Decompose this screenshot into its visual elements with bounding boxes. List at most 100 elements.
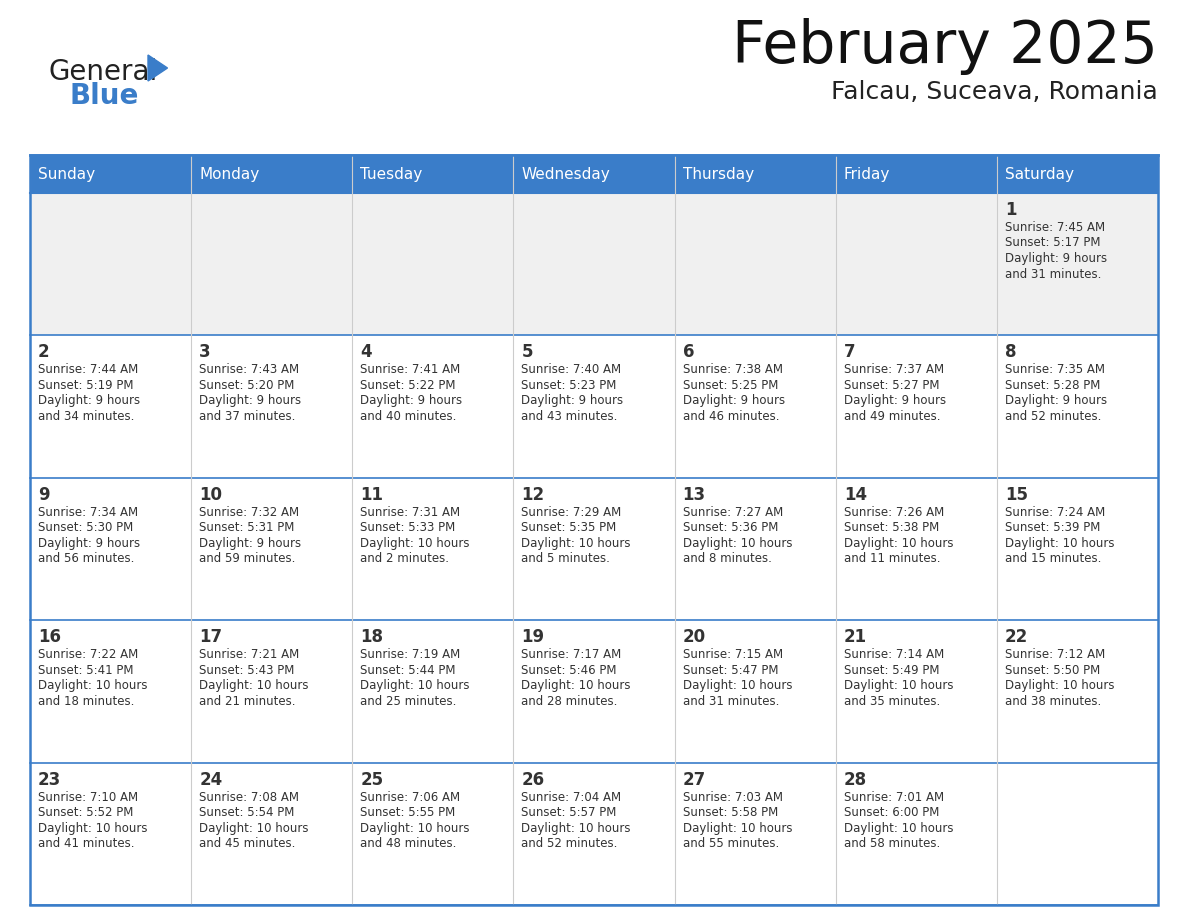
Text: Sunset: 5:54 PM: Sunset: 5:54 PM bbox=[200, 806, 295, 819]
Text: and 35 minutes.: and 35 minutes. bbox=[843, 695, 940, 708]
Text: Sunrise: 7:10 AM: Sunrise: 7:10 AM bbox=[38, 790, 138, 803]
Text: Daylight: 9 hours: Daylight: 9 hours bbox=[38, 537, 140, 550]
Text: Sunrise: 7:43 AM: Sunrise: 7:43 AM bbox=[200, 364, 299, 376]
Text: Saturday: Saturday bbox=[1005, 166, 1074, 182]
Text: 22: 22 bbox=[1005, 628, 1028, 646]
Text: 8: 8 bbox=[1005, 343, 1017, 362]
Bar bbox=[997, 155, 1158, 193]
Text: Sunset: 5:52 PM: Sunset: 5:52 PM bbox=[38, 806, 133, 819]
Text: Blue: Blue bbox=[70, 82, 139, 110]
Bar bbox=[675, 621, 835, 763]
Text: Sunset: 5:17 PM: Sunset: 5:17 PM bbox=[1005, 237, 1100, 250]
Text: Sunrise: 7:03 AM: Sunrise: 7:03 AM bbox=[683, 790, 783, 803]
Text: 14: 14 bbox=[843, 486, 867, 504]
Bar bbox=[513, 155, 675, 193]
Text: Sunrise: 7:34 AM: Sunrise: 7:34 AM bbox=[38, 506, 138, 519]
Text: February 2025: February 2025 bbox=[732, 18, 1158, 75]
Text: Sunrise: 7:27 AM: Sunrise: 7:27 AM bbox=[683, 506, 783, 519]
Text: and 18 minutes.: and 18 minutes. bbox=[38, 695, 134, 708]
Text: Sunset: 5:55 PM: Sunset: 5:55 PM bbox=[360, 806, 455, 819]
Bar bbox=[30, 335, 191, 477]
Text: Sunrise: 7:35 AM: Sunrise: 7:35 AM bbox=[1005, 364, 1105, 376]
Text: Daylight: 10 hours: Daylight: 10 hours bbox=[843, 679, 953, 692]
Text: and 15 minutes.: and 15 minutes. bbox=[1005, 553, 1101, 565]
Bar bbox=[30, 621, 191, 763]
Text: Sunrise: 7:14 AM: Sunrise: 7:14 AM bbox=[843, 648, 944, 661]
Text: and 38 minutes.: and 38 minutes. bbox=[1005, 695, 1101, 708]
Text: 25: 25 bbox=[360, 770, 384, 789]
Text: Sunrise: 7:38 AM: Sunrise: 7:38 AM bbox=[683, 364, 783, 376]
Text: Sunset: 5:25 PM: Sunset: 5:25 PM bbox=[683, 379, 778, 392]
Bar bbox=[835, 193, 997, 335]
Bar bbox=[191, 335, 353, 477]
Text: Wednesday: Wednesday bbox=[522, 166, 611, 182]
Text: Daylight: 10 hours: Daylight: 10 hours bbox=[360, 537, 469, 550]
Text: Sunrise: 7:22 AM: Sunrise: 7:22 AM bbox=[38, 648, 138, 661]
Text: and 2 minutes.: and 2 minutes. bbox=[360, 553, 449, 565]
Text: Sunset: 5:30 PM: Sunset: 5:30 PM bbox=[38, 521, 133, 534]
Text: 13: 13 bbox=[683, 486, 706, 504]
Text: Daylight: 9 hours: Daylight: 9 hours bbox=[360, 395, 462, 408]
Text: Sunrise: 7:04 AM: Sunrise: 7:04 AM bbox=[522, 790, 621, 803]
Text: Daylight: 10 hours: Daylight: 10 hours bbox=[38, 679, 147, 692]
Bar bbox=[997, 335, 1158, 477]
Text: 5: 5 bbox=[522, 343, 533, 362]
Text: Sunset: 5:47 PM: Sunset: 5:47 PM bbox=[683, 664, 778, 677]
Text: Sunset: 5:41 PM: Sunset: 5:41 PM bbox=[38, 664, 133, 677]
Text: Falcau, Suceava, Romania: Falcau, Suceava, Romania bbox=[832, 80, 1158, 104]
Text: Daylight: 10 hours: Daylight: 10 hours bbox=[200, 679, 309, 692]
Text: Sunset: 6:00 PM: Sunset: 6:00 PM bbox=[843, 806, 939, 819]
Text: Daylight: 9 hours: Daylight: 9 hours bbox=[1005, 252, 1107, 265]
Bar bbox=[30, 477, 191, 621]
Text: Sunset: 5:22 PM: Sunset: 5:22 PM bbox=[360, 379, 456, 392]
Text: Sunset: 5:33 PM: Sunset: 5:33 PM bbox=[360, 521, 455, 534]
Text: 12: 12 bbox=[522, 486, 544, 504]
Bar bbox=[191, 155, 353, 193]
Bar bbox=[835, 155, 997, 193]
Text: 27: 27 bbox=[683, 770, 706, 789]
Bar bbox=[30, 155, 1158, 905]
Text: and 45 minutes.: and 45 minutes. bbox=[200, 837, 296, 850]
Text: and 49 minutes.: and 49 minutes. bbox=[843, 410, 940, 423]
Bar bbox=[997, 621, 1158, 763]
Bar bbox=[513, 477, 675, 621]
Bar bbox=[30, 763, 191, 905]
Text: Sunset: 5:46 PM: Sunset: 5:46 PM bbox=[522, 664, 617, 677]
Text: Sunrise: 7:06 AM: Sunrise: 7:06 AM bbox=[360, 790, 461, 803]
Text: and 34 minutes.: and 34 minutes. bbox=[38, 410, 134, 423]
Text: and 52 minutes.: and 52 minutes. bbox=[1005, 410, 1101, 423]
Text: Daylight: 10 hours: Daylight: 10 hours bbox=[522, 822, 631, 834]
Text: Sunrise: 7:19 AM: Sunrise: 7:19 AM bbox=[360, 648, 461, 661]
Text: Sunset: 5:27 PM: Sunset: 5:27 PM bbox=[843, 379, 940, 392]
Bar bbox=[513, 621, 675, 763]
Text: 16: 16 bbox=[38, 628, 61, 646]
Bar bbox=[353, 763, 513, 905]
Text: Daylight: 10 hours: Daylight: 10 hours bbox=[360, 679, 469, 692]
Text: Daylight: 9 hours: Daylight: 9 hours bbox=[200, 395, 302, 408]
Text: Daylight: 9 hours: Daylight: 9 hours bbox=[1005, 395, 1107, 408]
Bar bbox=[997, 477, 1158, 621]
Bar bbox=[513, 193, 675, 335]
Bar bbox=[353, 155, 513, 193]
Bar bbox=[353, 193, 513, 335]
Bar bbox=[513, 335, 675, 477]
Text: Friday: Friday bbox=[843, 166, 890, 182]
Text: Sunset: 5:19 PM: Sunset: 5:19 PM bbox=[38, 379, 133, 392]
Bar bbox=[675, 477, 835, 621]
Bar bbox=[513, 763, 675, 905]
Text: Daylight: 10 hours: Daylight: 10 hours bbox=[522, 537, 631, 550]
Text: Sunrise: 7:12 AM: Sunrise: 7:12 AM bbox=[1005, 648, 1105, 661]
Text: and 21 minutes.: and 21 minutes. bbox=[200, 695, 296, 708]
Text: Sunset: 5:38 PM: Sunset: 5:38 PM bbox=[843, 521, 939, 534]
Text: Daylight: 10 hours: Daylight: 10 hours bbox=[1005, 537, 1114, 550]
Text: Sunrise: 7:37 AM: Sunrise: 7:37 AM bbox=[843, 364, 943, 376]
Text: Daylight: 10 hours: Daylight: 10 hours bbox=[360, 822, 469, 834]
Text: Daylight: 9 hours: Daylight: 9 hours bbox=[38, 395, 140, 408]
Text: and 28 minutes.: and 28 minutes. bbox=[522, 695, 618, 708]
Text: and 31 minutes.: and 31 minutes. bbox=[1005, 267, 1101, 281]
Text: and 5 minutes.: and 5 minutes. bbox=[522, 553, 611, 565]
Bar bbox=[353, 621, 513, 763]
Text: Daylight: 10 hours: Daylight: 10 hours bbox=[683, 679, 792, 692]
Text: Sunset: 5:23 PM: Sunset: 5:23 PM bbox=[522, 379, 617, 392]
Text: 10: 10 bbox=[200, 486, 222, 504]
